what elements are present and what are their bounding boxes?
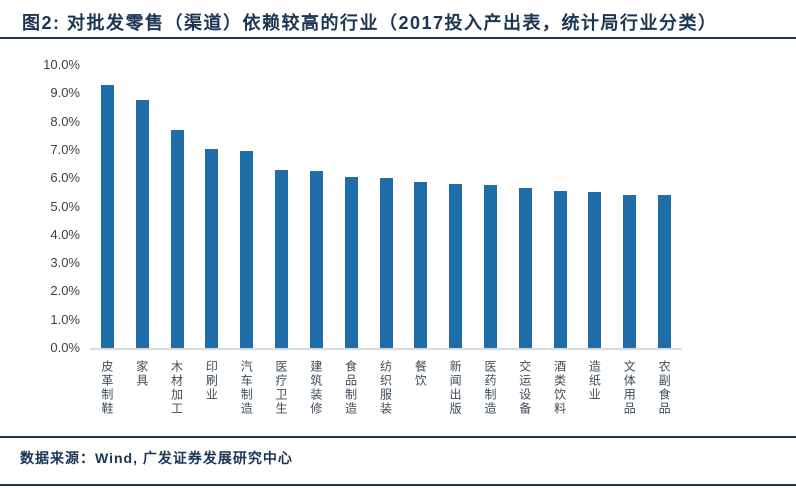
y-tick-label: 8.0% [50, 113, 80, 129]
title-divider [0, 37, 796, 39]
bar-纺织服装 [379, 178, 393, 348]
figure-title: 图2: 对批发零售（渠道）依赖较高的行业（2017投入产出表，统计局行业分类） [22, 13, 718, 33]
x-tick-slot: 家具 [125, 360, 160, 430]
x-tick-label: 医药制造 [482, 360, 497, 416]
x-tick-slot: 餐饮 [403, 360, 438, 430]
x-tick-label: 农副食品 [657, 360, 672, 416]
x-tick-label: 皮革制鞋 [99, 360, 114, 416]
x-tick-label: 汽车制造 [239, 360, 254, 416]
y-tick-label: 4.0% [50, 226, 80, 242]
bottom-divider [0, 484, 796, 486]
x-tick-label: 酒类饮料 [552, 360, 567, 416]
bar-医疗卫生 [275, 169, 289, 348]
x-tick-slot: 木材加工 [160, 360, 195, 430]
x-tick-slot: 汽车制造 [229, 360, 264, 430]
y-axis: 10.0% 9.0% 8.0% 7.0% 6.0% 5.0% 4.0% 3.0% 2.0% 1.0… [0, 57, 82, 355]
bar-农副食品 [658, 195, 672, 348]
y-tick-label: 7.0% [50, 141, 80, 157]
x-tick-label: 印刷业 [204, 360, 219, 402]
x-tick-label: 医疗卫生 [274, 360, 289, 416]
x-tick-label: 交运设备 [517, 360, 532, 416]
x-tick-slot: 医疗卫生 [264, 360, 299, 430]
bar-汽车制造 [240, 151, 254, 348]
x-tick-slot: 文体用品 [612, 360, 647, 430]
bar-医药制造 [483, 185, 497, 348]
x-tick-slot: 新闻出版 [438, 360, 473, 430]
y-tick-label: 1.0% [50, 311, 80, 327]
x-tick-slot: 医药制造 [473, 360, 508, 430]
x-tick-label: 建筑装修 [308, 360, 323, 416]
x-tick-label: 新闻出版 [448, 360, 463, 416]
plot-area [90, 65, 682, 350]
x-tick-slot: 食品制造 [334, 360, 369, 430]
x-tick-label: 餐饮 [413, 360, 428, 388]
y-tick-label: 0.0% [50, 340, 80, 355]
bar-家具 [135, 100, 149, 348]
x-tick-slot: 交运设备 [508, 360, 543, 430]
y-tick-label: 2.0% [50, 283, 80, 299]
bar-木材加工 [170, 130, 184, 348]
bar-chart: 10.0% 9.0% 8.0% 7.0% 6.0% 5.0% 4.0% 3.0% 2.0% 1.0… [0, 57, 796, 430]
bar-酒类饮料 [553, 190, 567, 348]
x-tick-label: 家具 [134, 360, 149, 388]
bar-餐饮 [414, 182, 428, 348]
source-text: 数据来源：Wind, 广发证券发展研究中心 [20, 450, 293, 466]
x-tick-label: 造纸业 [587, 360, 602, 402]
y-tick-label: 10.0% [43, 57, 80, 72]
bar-文体用品 [623, 195, 637, 348]
x-tick-slot: 造纸业 [578, 360, 613, 430]
x-tick-label: 木材加工 [169, 360, 184, 416]
y-tick-label: 3.0% [50, 255, 80, 271]
y-tick-label: 6.0% [50, 170, 80, 186]
x-tick-label: 纺织服装 [378, 360, 393, 416]
x-tick-label: 文体用品 [622, 360, 637, 416]
bar-印刷业 [205, 148, 219, 348]
bar-建筑装修 [309, 171, 323, 348]
x-tick-slot: 农副食品 [647, 360, 682, 430]
bar-造纸业 [588, 192, 602, 348]
y-tick-label: 5.0% [50, 198, 80, 214]
x-tick-label: 食品制造 [343, 360, 358, 416]
x-tick-slot: 纺织服装 [369, 360, 404, 430]
y-tick-label: 9.0% [50, 85, 80, 101]
x-tick-slot: 酒类饮料 [543, 360, 578, 430]
x-tick-slot: 皮革制鞋 [90, 360, 125, 430]
x-tick-slot: 建筑装修 [299, 360, 334, 430]
bar-交运设备 [518, 188, 532, 348]
bar-皮革制鞋 [100, 84, 114, 348]
x-axis-labels: 皮革制鞋 家具 木材加工 印刷业 汽车制造 医疗卫生 建筑装修 食品制造 纺织服装 餐饮 新闻出版 医… [90, 360, 682, 430]
source-divider [0, 436, 796, 438]
bar-新闻出版 [449, 183, 463, 348]
x-tick-slot: 印刷业 [194, 360, 229, 430]
bar-食品制造 [344, 176, 358, 348]
